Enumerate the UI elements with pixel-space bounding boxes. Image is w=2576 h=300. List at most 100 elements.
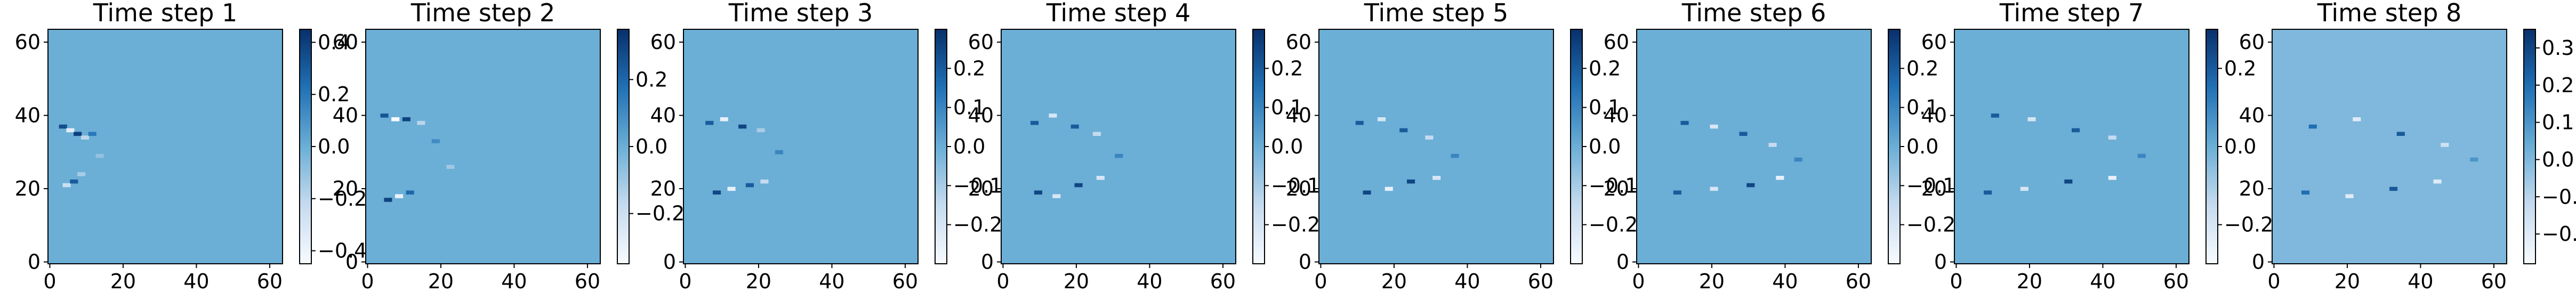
colorbar [2523, 29, 2536, 264]
colorbar-tick-label: 0.0 [2224, 135, 2256, 158]
x-tick-label: 40 [183, 270, 209, 293]
colorbar-tick-label: −0.1 [1589, 174, 1638, 197]
colorbar-tick-label: 0.0 [953, 135, 985, 158]
heatmap-feature [2108, 135, 2116, 140]
colorbar-tick-label: 0.2 [953, 56, 985, 80]
heatmap-feature [1407, 179, 1415, 184]
y-tick-label: 40 [968, 104, 994, 127]
heatmap-feature [62, 183, 71, 188]
heatmap-feature [2345, 194, 2354, 198]
colorbar-tick-label: −0.2 [318, 187, 367, 210]
heatmap-feature [1052, 194, 1061, 198]
x-tick-label: 0 [43, 270, 56, 293]
heatmap-feature [713, 190, 721, 195]
colorbar [935, 29, 947, 264]
heatmap-feature [1399, 128, 1408, 133]
colorbar-tick-label: −0.2 [635, 202, 685, 225]
heatmap-feature [1984, 190, 1992, 195]
heatmap-feature [1363, 190, 1371, 195]
x-tick-label: 40 [2090, 270, 2115, 293]
colorbar-tick-label: 0.2 [318, 83, 350, 106]
y-tick-label: 20 [1921, 177, 1947, 200]
colorbar-tick-label: 0.4 [318, 30, 350, 54]
heatmap-feature [406, 190, 414, 195]
y-tick-label: 60 [1921, 30, 1947, 54]
heatmap-feature [1355, 120, 1364, 125]
colorbar-tick-label: 0.1 [953, 96, 985, 119]
heatmap-feature [2353, 117, 2361, 121]
heatmap-feature [1031, 120, 1039, 125]
colorbar [2205, 29, 2218, 264]
x-tick-label: 0 [1632, 270, 1645, 293]
y-tick-label: 20 [15, 177, 41, 200]
panel-title: Time step 2 [410, 0, 556, 27]
x-tick-label: 60 [257, 270, 283, 293]
heatmap-feature [1776, 176, 1784, 180]
heatmap-background [48, 29, 283, 264]
heatmap-feature [2441, 143, 2449, 147]
colorbar-tick-label: 0.1 [1906, 96, 1938, 119]
heatmap-feature [380, 113, 389, 118]
colorbar-tick-label: 0.1 [1589, 96, 1621, 119]
heatmap-feature [88, 132, 96, 136]
panel-title: Time step 6 [1681, 0, 1826, 27]
heatmap-feature [384, 198, 392, 202]
heatmap-feature [417, 120, 425, 125]
y-tick-label: 0 [1934, 250, 1947, 274]
y-tick-label: 40 [1921, 104, 1947, 127]
heatmap-feature [1384, 187, 1393, 191]
x-tick-label: 60 [2481, 270, 2507, 293]
heatmap-feature [2020, 187, 2028, 191]
x-tick-label: 20 [2334, 270, 2360, 293]
colorbar-tick-label: 0.0 [1589, 135, 1621, 158]
y-tick-label: 0 [1616, 250, 1629, 274]
colorbar-tick-label: −0.2 [953, 213, 1002, 237]
colorbar [299, 29, 312, 264]
colorbar-tick-label: 0.1 [2542, 111, 2574, 134]
colorbar-tick-label: −0.2 [2542, 222, 2576, 246]
heatmap-background [1319, 29, 1553, 264]
heatmap-feature [1034, 190, 1042, 195]
heatmap-feature [1074, 183, 1083, 188]
heatmap-feature [1739, 132, 1748, 136]
x-tick-label: 0 [996, 270, 1009, 293]
y-tick-label: 60 [968, 30, 994, 54]
heatmap-background [1001, 29, 1236, 264]
y-tick-label: 60 [2239, 30, 2265, 54]
y-tick-label: 0 [345, 250, 358, 274]
heatmap-feature [66, 128, 75, 133]
heatmap-feature [756, 128, 765, 133]
x-tick-label: 60 [1528, 270, 1553, 293]
heatmap-feature [1378, 117, 1386, 121]
panel-6: Time step 60 20 40 6002040600.20.10.0−0.1−0… [1604, 0, 1956, 293]
heatmap-background [1954, 29, 2189, 264]
x-tick-label: 0 [1314, 270, 1327, 293]
y-tick-label: 40 [1286, 104, 1311, 127]
y-tick-label: 0 [28, 250, 41, 274]
axes-frame [1954, 29, 2189, 264]
x-tick-label: 60 [1846, 270, 1871, 293]
y-tick-label: 40 [1604, 104, 1629, 127]
colorbar-tick-label: −0.1 [953, 174, 1002, 197]
y-tick-label: 60 [1604, 30, 1629, 54]
heatmap-feature [1425, 135, 1434, 140]
heatmap-feature [1070, 124, 1079, 129]
colorbar-tick-label: 0.0 [2542, 148, 2574, 171]
heatmap-feature [2389, 187, 2398, 191]
colorbar-tick-label: 0.2 [1589, 56, 1621, 80]
colorbar-tick-label: 0.0 [635, 135, 667, 158]
heatmap-feature [705, 120, 714, 125]
heatmap-feature [70, 179, 78, 184]
colorbar-tick-label: −0.2 [1906, 213, 1955, 237]
x-tick-label: 60 [1210, 270, 1236, 293]
colorbar-tick-label: −0.2 [1271, 213, 1320, 237]
colorbar [1570, 29, 1583, 264]
y-tick-label: 40 [2239, 104, 2265, 127]
y-tick-label: 20 [2239, 177, 2265, 200]
panel-title: Time step 3 [728, 0, 873, 27]
panel-5: Time step 50 20 40 6002040600.20.10.0−0.1−0… [1286, 0, 1638, 293]
heatmap-feature [1768, 143, 1777, 147]
heatmap-feature [2108, 176, 2116, 180]
colorbar-tick-label: 0.2 [2224, 56, 2256, 80]
